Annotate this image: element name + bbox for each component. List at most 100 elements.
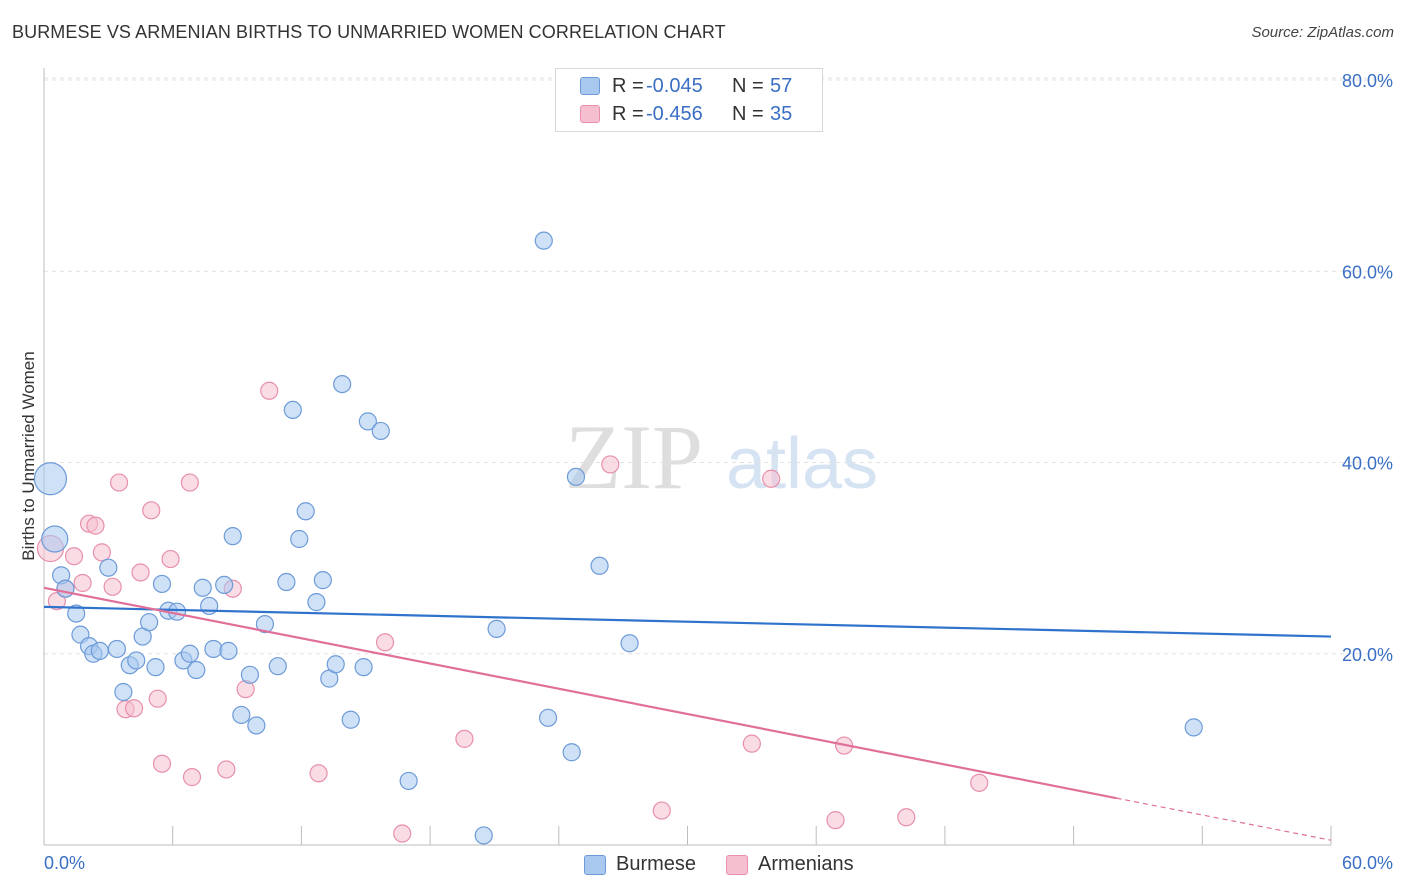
armenian-point xyxy=(64,547,84,566)
armenian-point xyxy=(92,543,112,562)
burmese-point xyxy=(215,575,234,595)
burmese-point xyxy=(566,467,586,486)
burmese-points xyxy=(33,231,1203,845)
burmese-trend-line xyxy=(43,605,1332,638)
x-tick-label-min: 0.0% xyxy=(44,853,85,873)
armenian-trend-extension xyxy=(1116,797,1332,841)
armenian-point xyxy=(142,501,161,520)
burmese-point xyxy=(152,574,172,594)
armenian-point xyxy=(375,633,395,652)
burmese-point xyxy=(620,634,639,653)
burmese-point xyxy=(240,665,260,684)
armenian-point xyxy=(47,592,66,611)
armenian-point xyxy=(73,573,92,593)
burmese-point xyxy=(474,826,493,845)
legend-item-label: Armenians xyxy=(758,853,854,875)
burmese-point xyxy=(41,525,69,553)
burmese-point xyxy=(204,639,223,659)
source-label: Source: ZipAtlas.com xyxy=(1251,24,1394,41)
burmese-point xyxy=(193,578,212,597)
burmese-point xyxy=(114,682,133,702)
burmese-point xyxy=(255,615,275,634)
y-tick-labels: 20.0% 40.0% 60.0% 80.0% xyxy=(1342,71,1393,665)
armenian-point xyxy=(217,760,236,779)
burmese-point xyxy=(1184,718,1203,737)
burmese-point xyxy=(283,400,302,420)
legend-n-value: 57 xyxy=(770,74,793,97)
y-tick-label: 20.0% xyxy=(1342,645,1393,665)
armenian-point xyxy=(742,734,761,753)
burmese-point xyxy=(399,771,418,791)
legend-item-label: Burmese xyxy=(616,853,697,875)
legend-row-burmese: R = -0.045 N = 57 xyxy=(580,73,792,99)
armenian-point xyxy=(152,754,172,773)
burmese-point xyxy=(247,716,266,735)
armenian-point xyxy=(897,808,916,827)
legend-n-label: N = xyxy=(732,74,764,97)
burmese-point xyxy=(268,657,287,676)
armenian-point xyxy=(970,773,989,792)
armenian-point xyxy=(180,473,199,492)
y-tick-label: 80.0% xyxy=(1342,71,1393,91)
armenian-swatch-icon xyxy=(580,105,600,123)
armenian-point xyxy=(652,801,671,820)
burmese-point xyxy=(333,374,352,394)
burmese-point xyxy=(90,641,109,660)
burmese-point xyxy=(67,604,86,623)
burmese-point xyxy=(296,502,315,521)
burmese-point xyxy=(56,579,75,598)
series-legend: Burmese Armenians xyxy=(0,851,1406,879)
armenian-point xyxy=(161,549,180,569)
burmese-point xyxy=(562,743,581,762)
armenian-point xyxy=(86,516,105,535)
burmese-point xyxy=(313,571,332,590)
burmese-point xyxy=(371,421,390,441)
armenian-point xyxy=(455,729,474,748)
chart-title: BURMESE VS ARMENIAN BIRTHS TO UNMARRIED … xyxy=(12,22,726,42)
legend-r-value: -0.045 xyxy=(646,74,703,97)
x-ticks xyxy=(172,826,1332,845)
armenian-point xyxy=(601,455,620,474)
burmese-point xyxy=(127,651,146,670)
burmese-point xyxy=(290,529,309,549)
burmese-point xyxy=(277,572,296,592)
armenian-point xyxy=(148,689,167,708)
burmese-point xyxy=(219,641,238,660)
burmese-point xyxy=(307,593,326,612)
burmese-point xyxy=(187,660,206,680)
burmese-legend-swatch-icon xyxy=(584,854,606,875)
burmese-point xyxy=(140,613,159,632)
burmese-point xyxy=(223,527,242,546)
trend-lines xyxy=(43,586,1332,841)
armenian-point xyxy=(124,699,144,718)
burmese-point xyxy=(33,462,68,496)
armenian-trend-line xyxy=(43,586,1117,800)
legend-item-burmese[interactable]: Burmese xyxy=(584,853,696,876)
armenian-point xyxy=(182,768,202,787)
x-tick-label-max: 60.0% xyxy=(1342,853,1393,873)
armenian-point xyxy=(131,563,150,582)
y-tick-label: 60.0% xyxy=(1342,262,1393,282)
burmese-point xyxy=(341,710,360,729)
legend-row-armenian: R = -0.456 N = 35 xyxy=(580,101,792,127)
legend-r-label: R = xyxy=(612,74,644,97)
armenian-points xyxy=(36,381,989,843)
burmese-point xyxy=(232,705,251,725)
legend-n-value: 35 xyxy=(770,102,793,125)
armenian-point xyxy=(309,764,328,783)
burmese-point xyxy=(326,655,345,674)
burmese-point xyxy=(538,708,558,727)
burmese-point xyxy=(354,658,373,677)
legend-r-label: R = xyxy=(612,102,644,125)
burmese-point xyxy=(146,658,165,677)
legend-item-armenians[interactable]: Armenians xyxy=(726,853,854,876)
armenian-legend-swatch-icon xyxy=(726,854,748,875)
watermark-atlas: atlas xyxy=(726,424,878,504)
burmese-point xyxy=(180,644,199,663)
armenian-point xyxy=(762,469,781,488)
armenian-point xyxy=(103,577,122,596)
burmese-point xyxy=(358,412,377,431)
gridlines xyxy=(44,77,1393,655)
burmese-point xyxy=(534,231,553,250)
armenian-point xyxy=(393,824,412,843)
